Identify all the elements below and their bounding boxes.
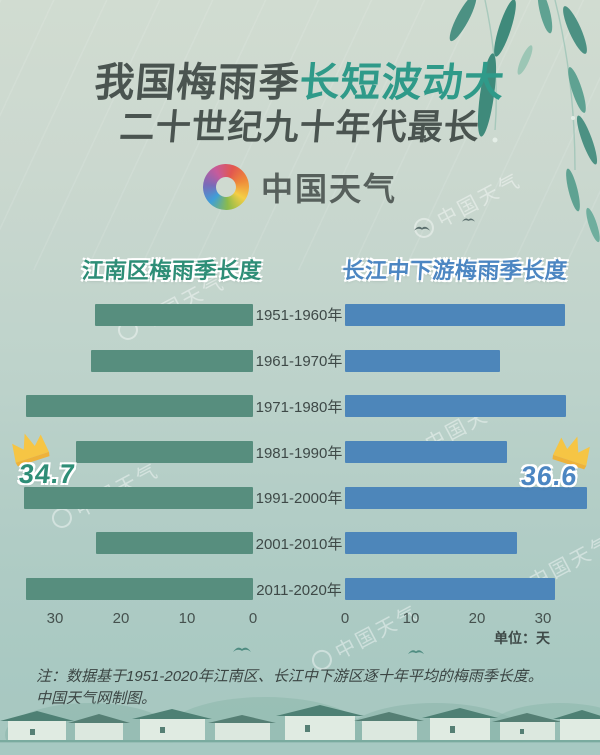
chart-row: 1981-1990年: [0, 429, 600, 475]
swallow-bird-icon: [408, 650, 424, 655]
bar-changjiang: [345, 578, 555, 601]
decade-label: 1981-1990年: [255, 444, 343, 462]
bar-jiangnan: [94, 303, 253, 326]
crown-icon: [552, 436, 590, 470]
village-houses: [0, 705, 600, 742]
footnote: 注：数据基于1951-2020年江南区、长江中下游区逐十年平均的梅雨季长度。 中…: [36, 666, 571, 710]
chart-row: 1971-1980年: [0, 383, 600, 429]
left-max-value-label: 34.7: [17, 459, 78, 489]
chart-row: 1991-2000年: [0, 475, 600, 521]
chart-rows: 1951-1960年 1961-1970年 1971-1980年 1981-1990年…: [0, 292, 600, 612]
footnote-line2: 中国天气网制图。: [36, 689, 157, 707]
crown-icon: [12, 433, 50, 467]
decade-label: 1961-1970年: [255, 353, 343, 371]
bar-changjiang: [345, 303, 565, 326]
right-series-header: 长江中下游梅雨季长度: [341, 258, 569, 283]
decade-label: 2011-2020年: [256, 581, 342, 599]
bar-changjiang: [345, 395, 567, 418]
axis-tick-left: 20: [112, 610, 130, 627]
swallow-bird-icon: [414, 226, 430, 231]
chart-row: 1951-1960年: [0, 292, 600, 338]
bar-changjiang: [345, 441, 507, 464]
chart-row: 2001-2010年: [0, 521, 600, 567]
bar-jiangnan: [25, 395, 253, 418]
axis-tick-right: 0: [340, 610, 350, 627]
unit-label: 单位：天: [494, 630, 550, 646]
village-skyline-illustration: [0, 697, 600, 755]
bar-changjiang: [345, 532, 517, 555]
bar-changjiang: [345, 349, 501, 372]
china-weather-swirl-icon: [196, 157, 256, 217]
axis-tick-left: 10: [178, 610, 196, 627]
axis-tick-right: 10: [402, 610, 420, 627]
bar-jiangnan: [23, 486, 253, 509]
axis-tick-right: 30: [534, 610, 552, 627]
bar-jiangnan: [90, 349, 253, 372]
chart-row: 1961-1970年: [0, 338, 600, 384]
decade-label: 2001-2010年: [255, 535, 343, 553]
poster-title-line2: 二十世纪九十年代最长: [118, 108, 482, 147]
brand-logo-text: 中国天气: [260, 171, 397, 207]
footnote-line1: 注：数据基于1951-2020年江南区、长江中下游区逐十年平均的梅雨季长度。: [36, 668, 543, 685]
decade-label: 1971-1980年: [255, 398, 343, 416]
swallow-bird-icon: [233, 647, 251, 652]
left-series-header: 江南区梅雨季长度: [81, 258, 263, 283]
bar-jiangnan: [76, 441, 253, 464]
chart-row: 2011-2020年: [0, 566, 600, 612]
axis-tick-left: 30: [46, 610, 64, 627]
bar-changjiang: [345, 486, 587, 509]
decade-label: 1991-2000年: [255, 490, 343, 508]
bar-jiangnan: [95, 532, 253, 555]
axis-tick-left: 0: [248, 610, 258, 627]
decade-label: 1951-1960年: [255, 307, 343, 325]
willow-leaves-decoration: [449, 0, 600, 243]
axis-tick-right: 20: [468, 610, 486, 627]
bar-jiangnan: [25, 578, 253, 601]
swallow-bird-icon: [462, 218, 475, 222]
brand-logo: 中国天气: [0, 157, 600, 217]
right-max-value-label: 36.6: [519, 461, 580, 491]
